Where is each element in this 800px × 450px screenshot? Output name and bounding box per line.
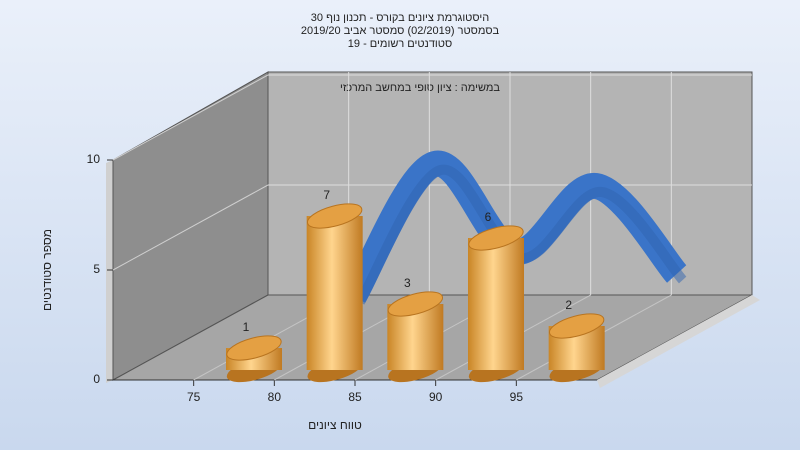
y-tick-label: 10: [87, 152, 101, 166]
title-line: סטודנטים רשומים - 19: [348, 38, 452, 50]
data-label: 2: [565, 298, 572, 312]
bar: [306, 203, 363, 383]
bar-top: [387, 291, 444, 317]
bar-top: [226, 335, 282, 361]
y-tick-label: 0: [93, 372, 100, 386]
floor-edge: [597, 295, 760, 388]
bar-top: [548, 313, 605, 339]
bar: [387, 291, 444, 383]
data-label: 6: [485, 210, 492, 224]
data-label: 3: [404, 276, 411, 290]
bar: [548, 313, 605, 383]
x-tick-label: 75: [187, 390, 201, 404]
grid-line: [112, 74, 269, 161]
x-axis-label: טווח ציונים: [308, 418, 362, 432]
data-label: 1: [243, 320, 250, 334]
y-tick-label: 5: [93, 262, 100, 276]
grid-line: [112, 184, 269, 271]
y-axis-label: מספר סטודנטים: [40, 229, 54, 311]
bar-top: [306, 203, 363, 229]
x-tick-label: 95: [510, 390, 524, 404]
x-tick-label: 90: [429, 390, 443, 404]
bar-body: [306, 216, 363, 370]
x-tick-label: 80: [268, 390, 282, 404]
bar: [226, 335, 282, 383]
bar-body: [468, 238, 524, 370]
bar: [468, 225, 524, 383]
title-line: היסטוגרמת ציונים בקורס - תכנון נוף 30: [311, 12, 489, 24]
title-line: בסמסטר (02/2019) סמסטר אביב 2019/20: [301, 25, 500, 37]
annotation: במשימה : ציון סופי במחשב המרכזי: [340, 82, 500, 94]
wall-edge: [106, 160, 113, 383]
bar-top: [468, 225, 524, 251]
data-label: 7: [323, 188, 330, 202]
x-tick-label: 85: [348, 390, 362, 404]
